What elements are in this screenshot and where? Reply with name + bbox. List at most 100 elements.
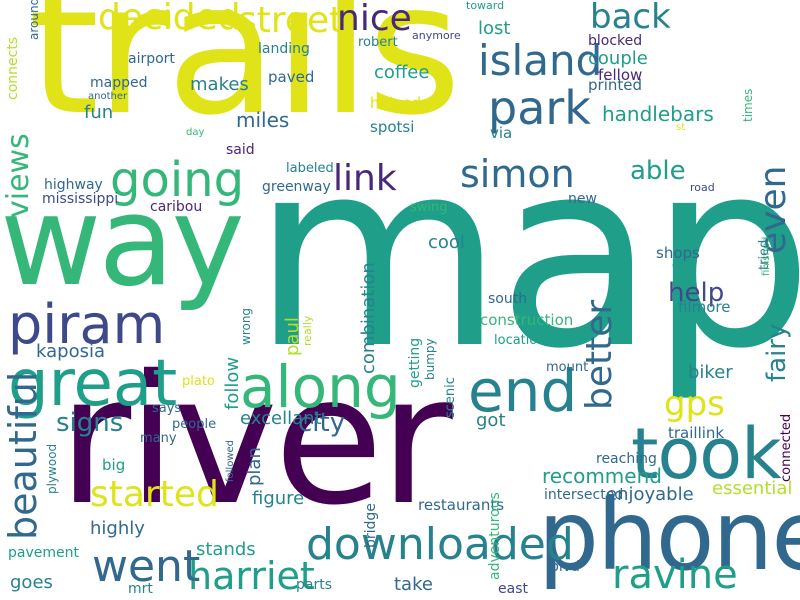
word-mrt: tried: [757, 239, 772, 270]
word-ravine: downloaded: [306, 519, 574, 570]
word-city: views: [1, 133, 36, 218]
word-recommend: wrong: [239, 307, 253, 345]
word-able: gps: [664, 384, 725, 424]
word-map: map: [252, 105, 800, 405]
word-coffee: city: [298, 408, 346, 438]
word-anymore: printed: [588, 76, 642, 94]
word-paved: coffee: [374, 62, 430, 83]
word-another: blocked: [588, 33, 643, 49]
word-robert: via: [490, 124, 513, 142]
word-bumpy: highly: [90, 518, 145, 539]
word-construction: connected: [779, 413, 794, 482]
word-take: south: [488, 291, 528, 307]
word-figure: cool: [428, 232, 465, 253]
word-pavement: car: [672, 260, 688, 271]
word-lost: miles: [236, 108, 290, 132]
word-greenway: toward: [466, 0, 505, 12]
word-excellant: road: [690, 181, 715, 194]
word-handlebars: kaposia: [36, 341, 105, 362]
word-took: took: [631, 413, 782, 495]
word-really: restaurants: [418, 496, 505, 514]
word-spotsi: lost: [478, 18, 511, 39]
word-airport: helped: [370, 94, 422, 112]
word-went: harriet: [188, 554, 315, 598]
word-simon: link: [333, 158, 397, 199]
word-miles: fairy: [762, 323, 792, 382]
word-signs: beautiful: [1, 371, 45, 540]
word-great: great: [8, 347, 178, 421]
word-east: location: [494, 333, 546, 348]
word-street: decided: [98, 0, 241, 38]
word-south: mount: [546, 360, 589, 375]
word-fellow: mapped: [90, 75, 148, 91]
word-location: biker: [688, 362, 733, 383]
word-blocked: paved: [268, 68, 315, 86]
word-day: airport: [128, 51, 175, 67]
word-back: nice: [337, 0, 412, 39]
word-link: went: [92, 541, 201, 592]
word-landing: spotsi: [370, 118, 415, 136]
word-kaposia: able: [630, 156, 686, 186]
word-road: around: [27, 0, 41, 40]
word-parts: filmore: [678, 298, 731, 316]
word-follow: enjoyable: [606, 484, 694, 505]
word-printed: connects: [5, 36, 21, 100]
word-plato: highway: [44, 177, 103, 193]
word-many: swing: [410, 200, 448, 215]
word-bridge: blvd: [550, 559, 580, 575]
word-reaching: paul: [282, 317, 303, 356]
word-help: started: [90, 474, 219, 515]
word-harriet: ravine: [612, 552, 738, 598]
word-shops: plato: [182, 374, 215, 389]
word-plywood: parts: [296, 577, 333, 593]
word-enjoyable: really: [301, 315, 314, 346]
word-piram: piram: [8, 293, 166, 356]
word-around: traillink: [668, 424, 725, 442]
word-via: couple: [588, 48, 648, 69]
word-restaurants: bumpy: [423, 338, 437, 380]
word-decided: simon: [460, 152, 575, 196]
word-gps: island: [478, 36, 603, 85]
word-island: back: [590, 0, 671, 37]
word-mount: excellant: [240, 408, 322, 429]
word-car: says: [152, 401, 182, 416]
word-big: new: [568, 191, 597, 207]
word-along: along: [240, 353, 401, 421]
word-phone: phone: [538, 480, 800, 592]
word-adventurous: east: [498, 581, 528, 597]
word-makes: signs: [56, 408, 124, 438]
word-biker: greenway: [262, 179, 331, 195]
word-river: river: [58, 337, 453, 544]
word-st: landing: [258, 41, 310, 57]
word-followed: take: [394, 574, 433, 595]
word-couple: fun: [84, 102, 114, 123]
word-labeled: anymore: [412, 29, 461, 42]
word-end: end: [468, 357, 578, 425]
word-started: better: [579, 299, 620, 410]
word-connected: mrt: [128, 581, 153, 597]
word-intersected: getting: [407, 337, 423, 388]
word-helped: handlebars: [602, 102, 714, 126]
word-toward: fellow: [598, 66, 643, 84]
word-got: plan: [244, 447, 265, 486]
word-trails: trails: [28, 0, 462, 155]
word-nice: street: [238, 0, 344, 41]
word-fun: help: [668, 278, 725, 308]
word-swing: times: [741, 88, 755, 122]
word-even: many: [140, 431, 177, 446]
word-park: park: [488, 81, 591, 135]
word-mississippi: day: [186, 127, 205, 138]
word-way: way: [0, 170, 245, 314]
word-highly: scenic: [443, 377, 458, 418]
word-better: plywood: [45, 443, 59, 494]
word-traillink: follow: [222, 356, 243, 410]
word-cool: labeled: [286, 161, 334, 176]
word-mapped: makes: [190, 74, 249, 95]
word-times: recommend: [542, 464, 662, 488]
word-essential: combination: [358, 262, 379, 374]
word-said: robert: [358, 35, 398, 50]
word-connects: got: [476, 410, 506, 431]
word-finished: pavement: [8, 545, 79, 561]
word-paul: intersected: [544, 487, 624, 503]
